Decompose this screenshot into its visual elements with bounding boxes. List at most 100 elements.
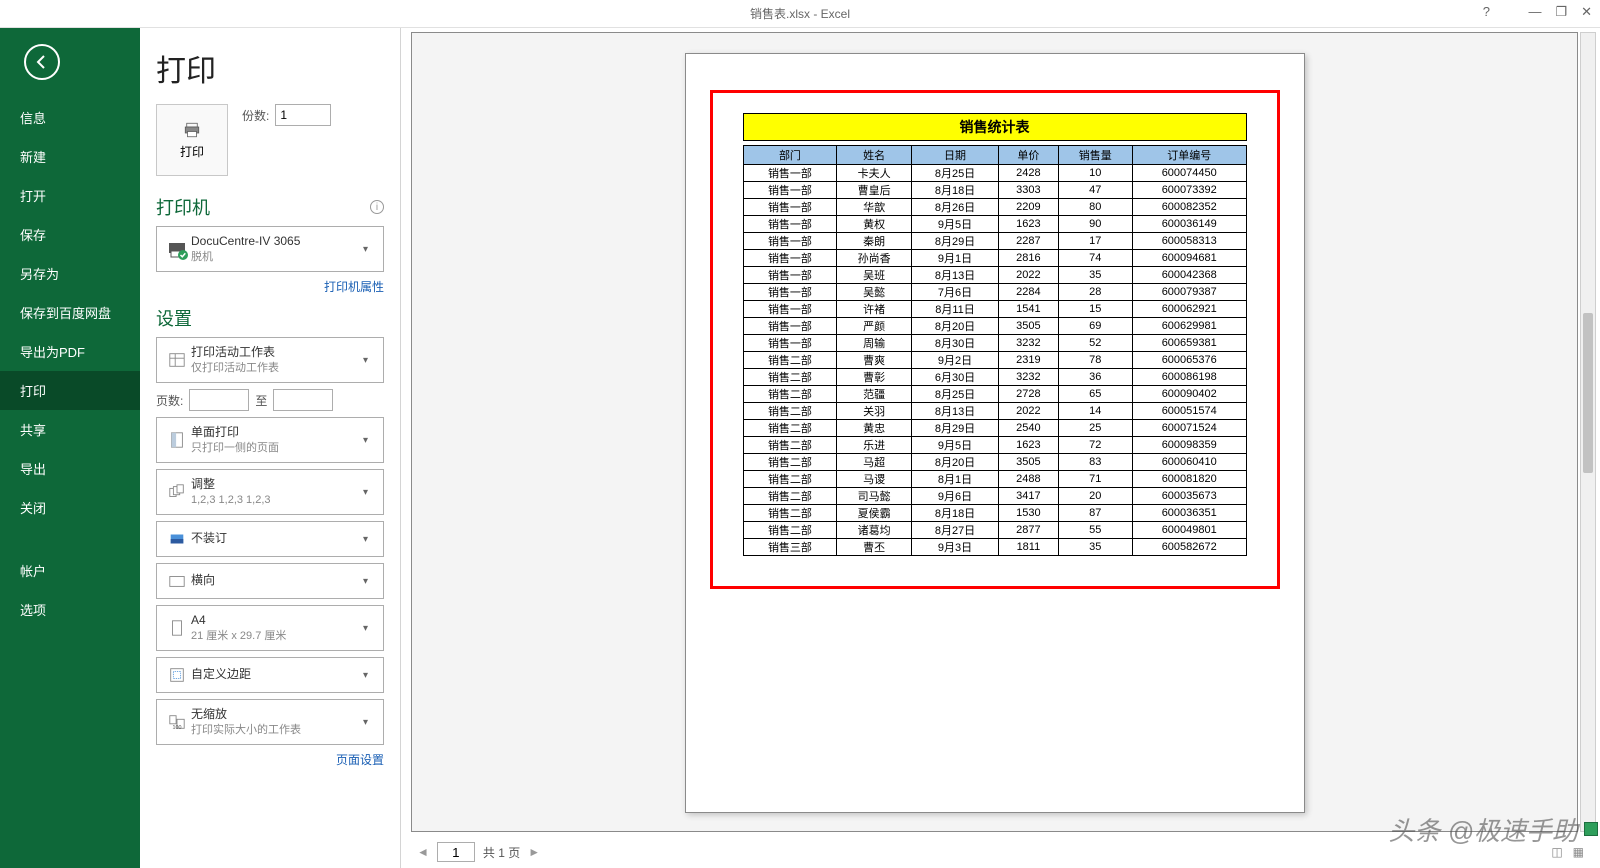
table-row: 销售二部马谡8月1日248871600081820: [743, 471, 1246, 488]
margins-icon: [163, 666, 191, 684]
titlebar: 销售表.xlsx - Excel ? — ❐ ✕: [0, 0, 1600, 28]
pages-label: 页数:: [156, 392, 183, 409]
chevron-down-icon: ▾: [363, 435, 377, 446]
help-icon[interactable]: ?: [1483, 4, 1490, 19]
collate-select[interactable]: 调整1,2,3 1,2,3 1,2,3 ▾: [156, 469, 384, 515]
sidebar-item[interactable]: 选项: [0, 590, 140, 629]
sheets-icon: [163, 351, 191, 369]
printer-properties-link[interactable]: 打印机属性: [324, 280, 384, 294]
table-title: 销售统计表: [743, 113, 1247, 141]
chevron-down-icon: ▾: [363, 244, 377, 255]
zoom-page-icon[interactable]: ▦: [1573, 845, 1584, 859]
print-preview: 销售统计表 部门姓名日期单价销售量订单编号 销售一部卡夫人8月25日242810…: [400, 28, 1600, 868]
print-button[interactable]: 打印: [156, 104, 228, 176]
table-header: 销售量: [1058, 146, 1132, 165]
sidebar-item[interactable]: 信息: [0, 98, 140, 137]
table-header: 姓名: [837, 146, 911, 165]
sidebar-item[interactable]: 帐户: [0, 551, 140, 590]
table-row: 销售二部马超8月20日350583600060410: [743, 454, 1246, 471]
table-row: 销售二部司马懿9月6日341720600035673: [743, 488, 1246, 505]
printer-icon: [183, 121, 201, 139]
prev-page-icon[interactable]: ◄: [417, 845, 429, 859]
current-page-input[interactable]: [437, 842, 475, 862]
orientation-select[interactable]: 横向 ▾: [156, 563, 384, 599]
preview-page: 销售统计表 部门姓名日期单价销售量订单编号 销售一部卡夫人8月25日242810…: [685, 53, 1305, 813]
printer-name: DocuCentre-IV 3065: [191, 234, 363, 250]
table-row: 销售一部卡夫人8月25日242810600074450: [743, 165, 1246, 182]
chevron-down-icon: ▾: [363, 623, 377, 634]
page-from-input[interactable]: [189, 389, 249, 411]
oneside-icon: [163, 431, 191, 449]
window-controls: — ❐ ✕: [1528, 4, 1592, 20]
sidebar-item[interactable]: 打印: [0, 371, 140, 410]
chevron-down-icon: ▾: [363, 487, 377, 498]
margins-select[interactable]: 自定义边距 ▾: [156, 657, 384, 693]
zoom-fit-icon[interactable]: ◫: [1551, 845, 1562, 859]
svg-text:100: 100: [173, 725, 182, 731]
printer-select[interactable]: DocuCentre-IV 3065 脱机 ▾: [156, 226, 384, 272]
copies-input[interactable]: [275, 104, 331, 126]
collate-icon: [163, 483, 191, 501]
sidebar-item[interactable]: 导出: [0, 449, 140, 488]
table-row: 销售二部黄忠8月29日254025600071524: [743, 420, 1246, 437]
sidebar-item[interactable]: 共享: [0, 410, 140, 449]
print-panel: 打印 打印 份数: 打印机 i DocuCentre-IV 3065 脱机 ▾: [140, 28, 400, 868]
table-row: 销售二部诸葛均8月27日287755600049801: [743, 522, 1246, 539]
scaling-select[interactable]: 100 无缩放打印实际大小的工作表 ▾: [156, 699, 384, 745]
table-header: 订单编号: [1132, 146, 1246, 165]
sales-table: 部门姓名日期单价销售量订单编号 销售一部卡夫人8月25日242810600074…: [743, 145, 1247, 556]
sidebar-item[interactable]: 打开: [0, 176, 140, 215]
sidebar-item[interactable]: 导出为PDF: [0, 332, 140, 371]
preview-footer: ◄ 共 1 页 ► ◫ ▦: [401, 836, 1600, 868]
table-row: 销售二部乐进9月5日162372600098359: [743, 437, 1246, 454]
table-row: 销售二部关羽8月13日202214600051574: [743, 403, 1246, 420]
close-icon[interactable]: ✕: [1581, 4, 1592, 20]
sidebar-item[interactable]: 保存到百度网盘: [0, 293, 140, 332]
sidebar-item[interactable]: 关闭: [0, 488, 140, 527]
next-page-icon[interactable]: ►: [528, 845, 540, 859]
vertical-scrollbar[interactable]: [1580, 32, 1596, 832]
back-button[interactable]: [24, 44, 60, 80]
table-row: 销售一部吴懿7月6日228428600079387: [743, 284, 1246, 301]
table-row: 销售一部华歆8月26日220980600082352: [743, 199, 1246, 216]
table-row: 销售一部秦朗8月29日228717600058313: [743, 233, 1246, 250]
sidebar-item[interactable]: 保存: [0, 215, 140, 254]
page-heading: 打印: [156, 46, 384, 90]
minimize-icon[interactable]: —: [1528, 4, 1541, 20]
chevron-down-icon: ▾: [363, 717, 377, 728]
scrollbar-thumb[interactable]: [1583, 313, 1593, 473]
table-row: 销售一部黄权9月5日162390600036149: [743, 216, 1246, 233]
paper-size-select[interactable]: A421 厘米 x 29.7 厘米 ▾: [156, 605, 384, 651]
table-header: 部门: [743, 146, 837, 165]
preview-viewport[interactable]: 销售统计表 部门姓名日期单价销售量订单编号 销售一部卡夫人8月25日242810…: [411, 32, 1578, 832]
chevron-down-icon: ▾: [363, 355, 377, 366]
print-what-select[interactable]: 打印活动工作表仅打印活动工作表 ▾: [156, 337, 384, 383]
copies-label: 份数:: [242, 107, 269, 124]
table-row: 销售一部孙尚香9月1日281674600094681: [743, 250, 1246, 267]
restore-icon[interactable]: ❐: [1555, 4, 1567, 20]
table-row: 销售一部曹皇后8月18日330347600073392: [743, 182, 1246, 199]
table-row: 销售一部周输8月30日323252600659381: [743, 335, 1246, 352]
sidebar-item[interactable]: 新建: [0, 137, 140, 176]
chevron-down-icon: ▾: [363, 670, 377, 681]
sides-select[interactable]: 单面打印只打印一侧的页面 ▾: [156, 417, 384, 463]
printer-section-title: 打印机: [156, 194, 210, 220]
table-row: 销售一部严颜8月20日350569600629981: [743, 318, 1246, 335]
table-header: 日期: [911, 146, 998, 165]
settings-section-title: 设置: [156, 305, 192, 331]
landscape-icon: [163, 572, 191, 590]
page-to-input[interactable]: [273, 389, 333, 411]
chevron-down-icon: ▾: [363, 534, 377, 545]
table-row: 销售二部曹彰6月30日323236600086198: [743, 369, 1246, 386]
highlight-frame: 销售统计表 部门姓名日期单价销售量订单编号 销售一部卡夫人8月25日242810…: [710, 90, 1280, 589]
table-header: 单价: [999, 146, 1058, 165]
info-icon[interactable]: i: [370, 200, 384, 214]
sidebar-item[interactable]: 另存为: [0, 254, 140, 293]
page-total-label: 共 1 页: [483, 844, 520, 861]
scale-icon: 100: [163, 713, 191, 731]
page-setup-link[interactable]: 页面设置: [336, 753, 384, 767]
resize-grip-icon[interactable]: [1584, 822, 1598, 836]
window-title: 销售表.xlsx - Excel: [750, 5, 850, 22]
table-row: 销售一部许褚8月11日154115600062921: [743, 301, 1246, 318]
staple-select[interactable]: 不装订 ▾: [156, 521, 384, 557]
